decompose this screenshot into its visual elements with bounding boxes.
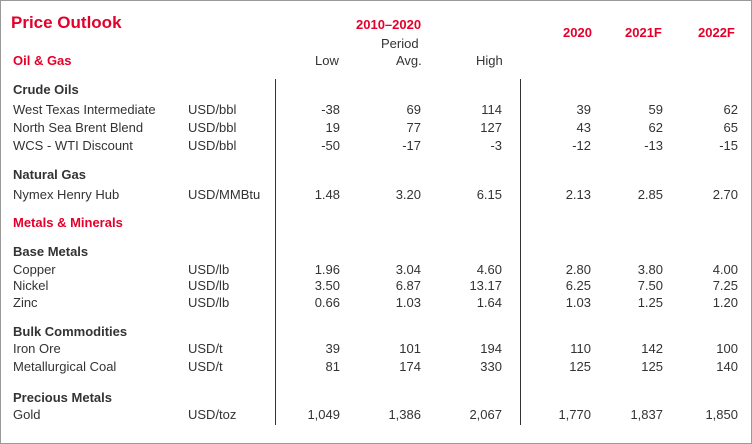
cell-y2022: -15: [719, 138, 738, 153]
cell-name: West Texas Intermediate: [13, 102, 156, 117]
group-precious-metals: Precious Metals: [13, 390, 112, 405]
avg-header: Avg.: [396, 53, 422, 68]
cell-low: 19: [325, 120, 340, 135]
cell-low: 39: [325, 341, 340, 356]
cell-avg: 1.03: [395, 295, 421, 310]
cell-avg: 1,386: [388, 407, 421, 422]
cell-name: Iron Ore: [13, 341, 61, 356]
cell-high: 6.15: [476, 187, 502, 202]
cell-y2021: 62: [648, 120, 663, 135]
cell-y2021: 3.80: [637, 262, 663, 277]
year-2020-header: 2020: [563, 25, 592, 40]
cell-y2021: 7.50: [637, 278, 663, 293]
cell-low: 1.96: [314, 262, 340, 277]
divider-right: [520, 79, 521, 425]
cell-unit: USD/toz: [188, 407, 237, 422]
cell-name: Nymex Henry Hub: [13, 187, 120, 202]
cell-y2022: 1.20: [712, 295, 738, 310]
cell-unit: USD/bbl: [188, 120, 237, 135]
page-title: Price Outlook: [11, 13, 122, 32]
cell-name: Gold: [13, 407, 41, 422]
cell-y2022: 65: [723, 120, 738, 135]
cell-y2020: 125: [569, 359, 591, 374]
period-header: Period: [381, 36, 419, 51]
cell-avg: 6.87: [395, 278, 421, 293]
cell-high: 114: [481, 102, 502, 117]
cell-name: WCS - WTI Discount: [13, 138, 133, 153]
cell-high: -3: [490, 138, 502, 153]
period-range-header: 2010–2020: [356, 17, 422, 32]
cell-y2021: -13: [644, 138, 663, 153]
cell-unit: USD/lb: [188, 262, 230, 277]
group-base-metals: Base Metals: [13, 244, 89, 259]
cell-avg: 3.04: [395, 262, 421, 277]
cell-y2022: 7.25: [712, 278, 738, 293]
cell-high: 13.17: [469, 278, 502, 293]
cell-high: 1.64: [476, 295, 502, 310]
high-header: High: [476, 53, 503, 68]
cell-y2020: 6.25: [565, 278, 591, 293]
cell-y2022: 1,850: [705, 407, 738, 422]
cell-unit: USD/lb: [188, 278, 230, 293]
cell-unit: USD/lb: [188, 295, 230, 310]
cell-y2022: 4.00: [712, 262, 738, 277]
cell-low: 0.66: [314, 295, 340, 310]
cell-name: Metallurgical Coal: [13, 359, 117, 374]
cell-y2021: 2.85: [637, 187, 663, 202]
section-metals-minerals: Metals & Minerals: [13, 215, 123, 230]
cell-y2020: 110: [570, 341, 591, 356]
cell-low: 81: [325, 359, 340, 374]
cell-low: 1,049: [307, 407, 340, 422]
cell-y2020: 43: [576, 120, 591, 135]
cell-avg: 101: [399, 341, 421, 356]
cell-low: -50: [321, 138, 340, 153]
year-2021-header: 2021F: [625, 25, 662, 40]
cell-y2022: 140: [716, 359, 738, 374]
cell-name: Zinc: [13, 295, 38, 310]
cell-name: North Sea Brent Blend: [13, 120, 144, 135]
group-bulk-commodities: Bulk Commodities: [13, 324, 128, 339]
cell-avg: 3.20: [395, 187, 421, 202]
cell-high: 2,067: [469, 407, 502, 422]
cell-y2020: 39: [576, 102, 591, 117]
cell-high: 4.60: [476, 262, 502, 277]
cell-y2020: 1.03: [565, 295, 591, 310]
divider-left: [275, 79, 276, 425]
cell-y2020: 1,770: [558, 407, 591, 422]
cell-unit: USD/bbl: [188, 102, 237, 117]
section-oil-gas: Oil & Gas: [13, 53, 72, 68]
cell-y2021: 59: [648, 102, 663, 117]
cell-name: Nickel: [13, 278, 49, 293]
cell-avg: 69: [406, 102, 421, 117]
cell-high: 330: [480, 359, 502, 374]
cell-y2022: 2.70: [712, 187, 738, 202]
cell-y2022: 62: [723, 102, 738, 117]
cell-avg: 77: [406, 120, 421, 135]
group-crude-oils: Crude Oils: [13, 82, 79, 97]
cell-y2021: 1,837: [630, 407, 663, 422]
cell-unit: USD/MMBtu: [188, 187, 261, 202]
cell-avg: 174: [399, 359, 421, 374]
cell-y2021: 1.25: [637, 295, 663, 310]
cell-y2020: 2.80: [565, 262, 591, 277]
cell-unit: USD/t: [188, 359, 223, 374]
cell-low: 1.48: [314, 187, 340, 202]
cell-high: 127: [480, 120, 502, 135]
low-header: Low: [315, 53, 339, 68]
cell-y2020: -12: [572, 138, 591, 153]
cell-avg: -17: [402, 138, 421, 153]
year-2022-header: 2022F: [698, 25, 735, 40]
cell-y2022: 100: [716, 341, 738, 356]
cell-y2021: 142: [641, 341, 663, 356]
cell-low: -38: [321, 102, 340, 117]
cell-high: 194: [480, 341, 502, 356]
cell-unit: USD/bbl: [188, 138, 237, 153]
cell-y2021: 125: [641, 359, 663, 374]
cell-name: Copper: [13, 262, 56, 277]
group-natural-gas: Natural Gas: [13, 167, 86, 182]
cell-y2020: 2.13: [565, 187, 591, 202]
cell-unit: USD/t: [188, 341, 223, 356]
cell-low: 3.50: [314, 278, 340, 293]
